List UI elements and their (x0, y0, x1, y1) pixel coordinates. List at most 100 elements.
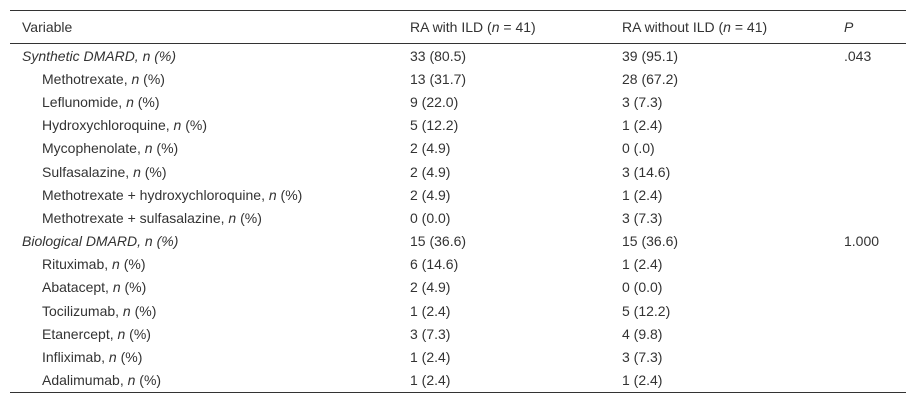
text-part: Hydroxychloroquine, (42, 117, 174, 134)
cell: 28 (67.2) (622, 70, 679, 87)
cell: 1 (2.4) (622, 256, 663, 273)
row: Mycophenolate, n (%) 2 (4.9) 0 (.0) (10, 137, 906, 160)
cell: .043 (844, 47, 872, 64)
cell: 0 (.0) (622, 140, 655, 157)
section-label: Synthetic DMARD, n (%) (22, 47, 177, 64)
row: Infliximab, n (%) 1 (2.4) 3 (7.3) (10, 345, 906, 368)
row: Leflunomide, n (%) 9 (22.0) 3 (7.3) (10, 90, 906, 113)
cell: 33 (80.5) (410, 47, 467, 64)
cell: 1 (2.4) (622, 186, 663, 203)
row-label: Methotrexate + hydroxychloroquine, n (%) (10, 183, 398, 206)
row: Methotrexate + hydroxychloroquine, n (%)… (10, 183, 906, 206)
cell (832, 183, 906, 206)
cell: 1 (2.4) (410, 349, 451, 366)
row-label: Etanercept, n (%) (10, 322, 398, 345)
cell: 0 (0.0) (410, 209, 451, 226)
text-part: Abatacept, (42, 279, 113, 296)
cell: 15 (36.6) (410, 233, 467, 250)
section-label: Biological DMARD, n (%) (22, 233, 179, 250)
cell (832, 206, 906, 229)
text-part: n (173, 117, 182, 134)
text-part: P (844, 19, 854, 35)
cell: 3 (7.3) (622, 209, 663, 226)
text-part: Rituximab, (42, 256, 113, 273)
cell (832, 276, 906, 299)
cell: 9 (22.0) (410, 93, 459, 110)
row-label: Sulfasalazine, n (%) (10, 160, 398, 183)
cell (832, 67, 906, 90)
text-part: n (117, 325, 126, 342)
header-cell: Variable (10, 11, 398, 44)
cell: 3 (7.3) (622, 93, 663, 110)
row-label: Methotrexate, n (%) (10, 67, 398, 90)
text-part: (%) (236, 209, 262, 226)
text-part: Variable (22, 19, 73, 35)
cell: 39 (95.1) (622, 47, 679, 64)
text-part: n (108, 349, 117, 366)
cell: 5 (12.2) (410, 117, 459, 134)
row-label: Adalimumab, n (%) (10, 369, 398, 393)
row-label: Mycophenolate, n (%) (10, 137, 398, 160)
table-body: Synthetic DMARD, n (%) 33 (80.5) 39 (95.1)… (10, 44, 906, 393)
text-part: n (112, 279, 121, 296)
text-part: n (228, 209, 237, 226)
text-part: Infliximab, (42, 349, 109, 366)
row: Methotrexate, n (%) 13 (31.7) 28 (67.2) (10, 67, 906, 90)
cell: 5 (12.2) (622, 302, 671, 319)
cell: 1 (2.4) (410, 302, 451, 319)
cell: 13 (31.7) (410, 70, 467, 87)
text-part: (%) (135, 372, 162, 389)
row-label: Tocilizumab, n (%) (10, 299, 398, 322)
text-part: (%) (133, 93, 160, 110)
text-part: Leflunomide, (42, 93, 127, 110)
text-part: (%) (125, 325, 151, 342)
text-part: (%) (119, 256, 146, 273)
text-part: n (133, 163, 141, 180)
text-part: (%) (120, 279, 147, 296)
row: Adalimumab, n (%) 1 (2.4) 1 (2.4) (10, 369, 906, 393)
text-part: Tocilizumab, (42, 302, 123, 319)
row: Tocilizumab, n (%) 1 (2.4) 5 (12.2) (10, 299, 906, 322)
cell (832, 90, 906, 113)
cell: 2 (4.9) (410, 140, 451, 157)
row: Abatacept, n (%) 2 (4.9) 0 (0.0) (10, 276, 906, 299)
text-part: (%) (181, 117, 207, 134)
section-row: Biological DMARD, n (%) 15 (36.6) 15 (36.6… (10, 230, 906, 253)
data-table: Variable RA with ILD (n = 41) RA without I… (10, 10, 906, 393)
row-label: Hydroxychloroquine, n (%) (10, 114, 398, 137)
text-part: n (131, 70, 140, 87)
cell (832, 114, 906, 137)
cell: 3 (7.3) (622, 349, 663, 366)
text-part: Etanercept, (42, 325, 118, 342)
cell: 0 (0.0) (622, 279, 663, 296)
cell (832, 137, 906, 160)
cell (832, 345, 906, 368)
row: Hydroxychloroquine, n (%) 5 (12.2) 1 (2.4) (10, 114, 906, 137)
cell: 1 (2.4) (622, 117, 663, 134)
cell (832, 253, 906, 276)
cell: 1 (2.4) (410, 372, 451, 389)
text-part: Methotrexate + sulfasalazine, (42, 209, 229, 226)
row-label: Rituximab, n (%) (10, 253, 398, 276)
header-row: Variable RA with ILD (n = 41) RA without I… (10, 10, 906, 44)
text-part: (%) (139, 70, 165, 87)
cell: 2 (4.9) (410, 186, 451, 203)
text-part: Sulfasalazine, (42, 163, 134, 180)
cell (832, 369, 906, 393)
table-head: Variable RA with ILD (n = 41) RA without I… (10, 10, 906, 44)
text-part: (%) (152, 140, 179, 157)
row: Rituximab, n (%) 6 (14.6) 1 (2.4) (10, 253, 906, 276)
section-row: Synthetic DMARD, n (%) 33 (80.5) 39 (95.1)… (10, 44, 906, 68)
header-cell: RA with ILD (n = 41) (398, 11, 610, 44)
text-part: Mycophenolate, (42, 140, 145, 157)
text-part: RA without ILD ( (622, 19, 724, 35)
text-part: = 41) (730, 19, 768, 35)
text-part: (%) (276, 186, 303, 203)
header-cell: P (832, 11, 906, 44)
row-label: Leflunomide, n (%) (10, 90, 398, 113)
row: Methotrexate + sulfasalazine, n (%) 0 (0.… (10, 206, 906, 229)
cell (832, 299, 906, 322)
row-label: Methotrexate + sulfasalazine, n (%) (10, 206, 398, 229)
row: Sulfasalazine, n (%) 2 (4.9) 3 (14.6) (10, 160, 906, 183)
